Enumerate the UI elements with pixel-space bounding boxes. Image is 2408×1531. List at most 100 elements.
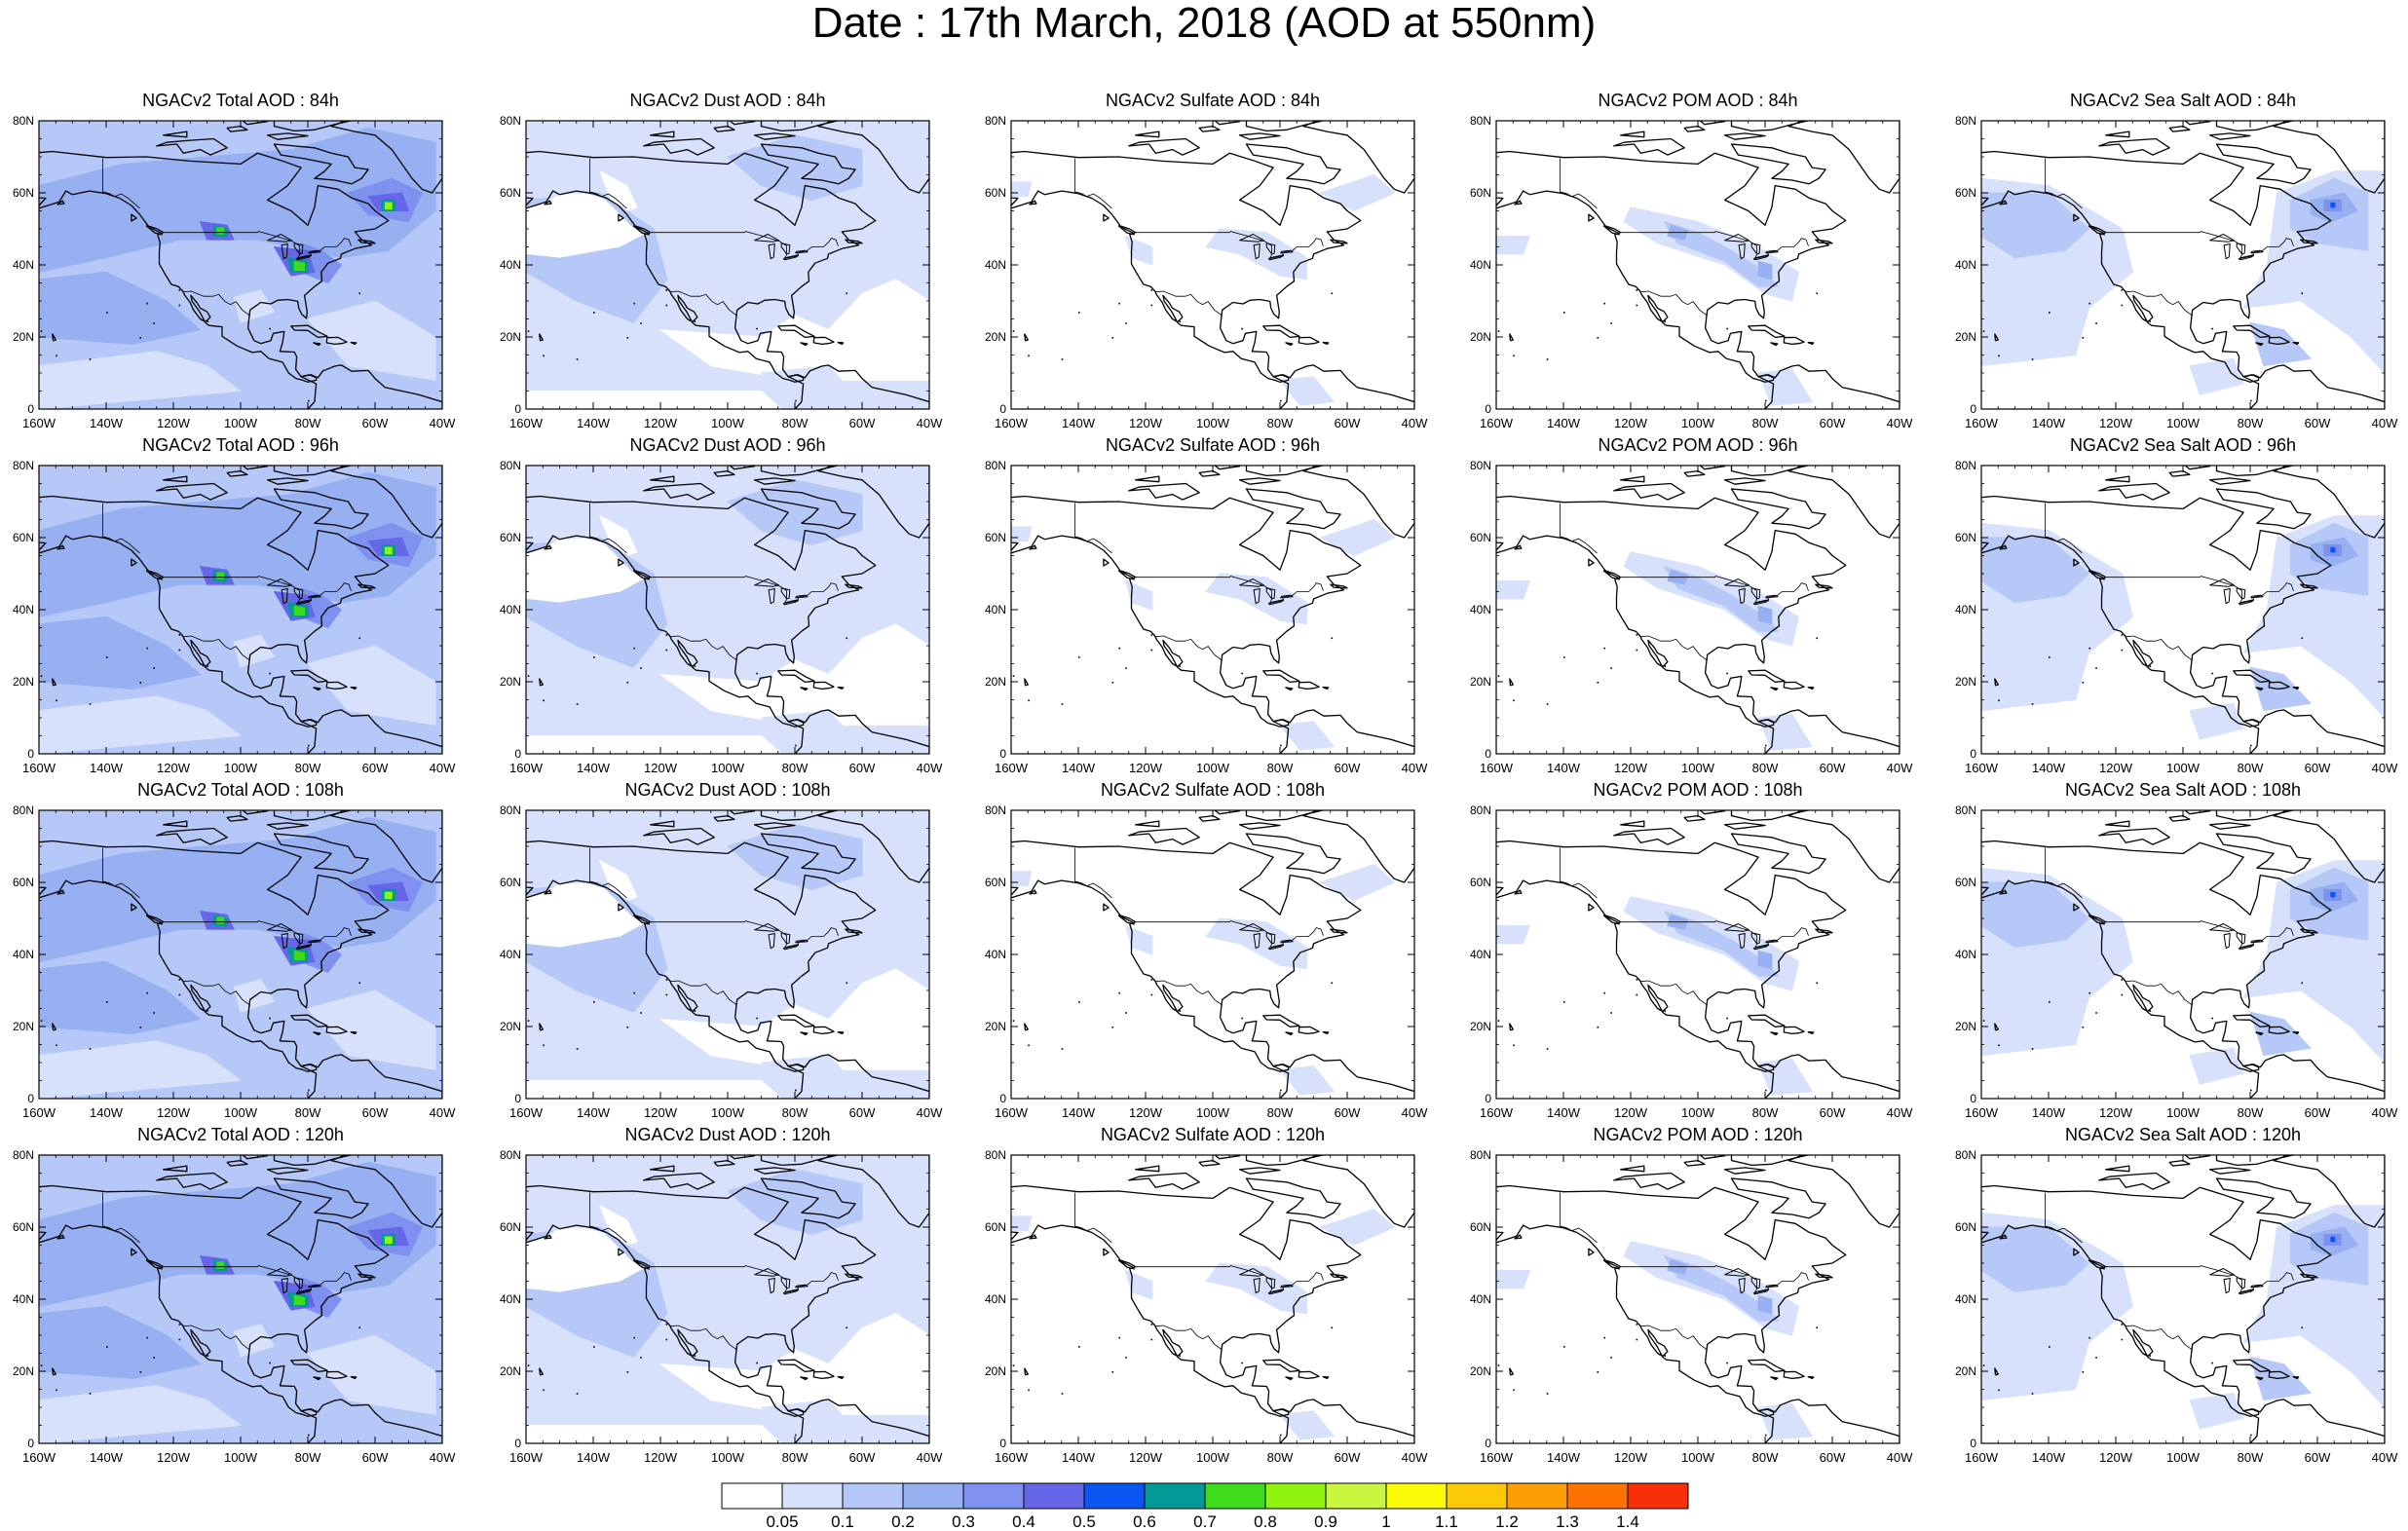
y-tick-label: 0 — [1970, 747, 1976, 761]
map-plot: 0 20N 40N 60N 80N 160W 140W 120W 100W 80W 60W 40W — [1955, 803, 2398, 1120]
x-tick-label: 40W — [430, 1105, 456, 1120]
map-axes: 0 20N 40N 60N 80N 160W 140W 120W 100W 80W 60W 40W — [500, 114, 943, 430]
x-tick-label: 100W — [711, 761, 745, 775]
y-tick-label: 20N — [1470, 675, 1491, 689]
map-axes: 0 20N 40N 60N 80N 160W 140W 120W 100W 80W 60W 40W — [1955, 459, 2398, 775]
y-tick-label: 80N — [1470, 1148, 1491, 1162]
x-tick-label: 120W — [1129, 1450, 1163, 1465]
panel-title: NGACv2 Sulfate AOD : 84h — [1105, 91, 1321, 110]
map-plot: 0 20N 40N 60N 80N 160W 140W 120W 100W 80W 60W 40W — [985, 803, 1428, 1120]
aod-contour-field — [1011, 810, 1414, 1099]
x-tick-label: 120W — [157, 416, 191, 430]
map-plot: 0 20N 40N 60N 80N 160W 140W 120W 100W 80W 60W 40W — [500, 803, 943, 1120]
x-tick-label: 140W — [2032, 416, 2066, 430]
x-tick-label: 160W — [1965, 416, 1999, 430]
map-axes: 0 20N 40N 60N 80N 160W 140W 120W 100W 80W 60W 40W — [13, 114, 456, 430]
map-plot: 0 20N 40N 60N 80N 160W 140W 120W 100W 80W 60W 40W — [500, 114, 943, 430]
x-tick-label: 60W — [2305, 1450, 2331, 1465]
y-tick-label: 80N — [13, 459, 34, 472]
x-tick-label: 80W — [2238, 1450, 2264, 1465]
map-panel-total-120h: NGACv2 Total AOD : 120h 0 20N 40N 60N 80N 160W… — [0, 1124, 481, 1467]
x-tick-label: 160W — [509, 1105, 544, 1120]
map-plot: 0 20N 40N 60N 80N 160W 140W 120W 100W 80W 60W 40W — [500, 459, 943, 775]
x-tick-label: 80W — [295, 1450, 321, 1465]
y-tick-label: 80N — [500, 114, 521, 128]
x-tick-label: 40W — [2372, 1450, 2398, 1465]
x-tick-label: 160W — [1965, 761, 1999, 775]
x-tick-label: 140W — [2032, 1105, 2066, 1120]
y-tick-label: 80N — [1955, 803, 1976, 817]
x-tick-label: 120W — [1129, 416, 1163, 430]
x-tick-label: 100W — [2166, 761, 2201, 775]
colorbar-swatch — [902, 1482, 964, 1510]
x-tick-label: 160W — [995, 1450, 1029, 1465]
x-tick-label: 60W — [2305, 761, 2331, 775]
x-tick-label: 140W — [1547, 1105, 1581, 1120]
panel-title: NGACv2 Sulfate AOD : 108h — [1100, 780, 1326, 800]
x-tick-label: 140W — [577, 1450, 611, 1465]
y-tick-label: 0 — [1485, 747, 1491, 761]
map-panel-seasalt-108h: NGACv2 Sea Salt AOD : 108h 0 20N 40N 60N 80N 1… — [1942, 779, 2408, 1122]
y-tick-label: 80N — [1470, 114, 1491, 128]
map-panel-pom-120h: NGACv2 POM AOD : 120h 0 20N 40N 60N 80N 160W 14… — [1457, 1124, 1938, 1467]
colorbar-label: 0.5 — [1072, 1512, 1096, 1529]
colorbar-label: 0.6 — [1133, 1512, 1156, 1529]
x-tick-label: 120W — [2099, 761, 2133, 775]
y-tick-label: 0 — [514, 747, 521, 761]
y-tick-label: 20N — [500, 1364, 521, 1378]
political-boundaries — [2045, 158, 2294, 317]
y-tick-label: 80N — [500, 1148, 521, 1162]
x-tick-label: 80W — [1752, 761, 1779, 775]
map-panel-seasalt-84h: NGACv2 Sea Salt AOD : 84h 0 20N 40N 60N 80N 16… — [1942, 90, 2408, 432]
map-plot: 0 20N 40N 60N 80N 160W 140W 120W 100W 80W 60W 40W — [500, 1148, 943, 1465]
map-axes: 0 20N 40N 60N 80N 160W 140W 120W 100W 80W 60W 40W — [500, 459, 943, 775]
y-tick-label: 20N — [1470, 1364, 1491, 1378]
x-tick-label: 120W — [1614, 1105, 1648, 1120]
y-tick-label: 40N — [985, 603, 1006, 616]
x-tick-label: 140W — [90, 761, 124, 775]
x-tick-label: 160W — [995, 416, 1029, 430]
y-tick-label: 0 — [514, 1092, 521, 1105]
y-tick-label: 60N — [500, 531, 521, 544]
y-tick-label: 0 — [1485, 1092, 1491, 1105]
map-panel-pom-96h: NGACv2 POM AOD : 96h 0 20N 40N 60N 80N 160W 140… — [1457, 434, 1938, 777]
map-panel-seasalt-120h: NGACv2 Sea Salt AOD : 120h 0 20N 40N 60N 80N 1… — [1942, 1124, 2408, 1467]
coastline-overlay — [1011, 466, 1414, 754]
y-tick-label: 40N — [500, 258, 521, 272]
x-tick-label: 60W — [849, 1450, 876, 1465]
aod-contour-field — [39, 810, 442, 1099]
x-tick-label: 140W — [1062, 416, 1096, 430]
y-tick-label: 0 — [999, 402, 1006, 416]
aod-contour-field — [39, 466, 442, 754]
map-axes: 0 20N 40N 60N 80N 160W 140W 120W 100W 80W 60W 40W — [985, 459, 1428, 775]
y-tick-label: 40N — [13, 1292, 34, 1306]
x-tick-label: 80W — [782, 1450, 809, 1465]
y-tick-label: 0 — [1970, 1437, 1976, 1450]
aod-contour-field — [1011, 1155, 1414, 1443]
x-tick-label: 40W — [1887, 416, 1913, 430]
y-tick-label: 20N — [1955, 1364, 1976, 1378]
colorbar-label: 0.05 — [766, 1512, 798, 1529]
y-tick-label: 0 — [514, 1437, 521, 1450]
y-tick-label: 80N — [1955, 459, 1976, 472]
coastline-overlay — [1981, 1155, 2385, 1443]
x-tick-label: 120W — [2099, 416, 2133, 430]
map-axes: 0 20N 40N 60N 80N 160W 140W 120W 100W 80W 60W 40W — [1470, 803, 1913, 1120]
y-tick-label: 0 — [1970, 402, 1976, 416]
y-tick-label: 80N — [1470, 459, 1491, 472]
x-tick-label: 100W — [1681, 416, 1715, 430]
aod-contour-field — [39, 121, 442, 409]
x-tick-label: 60W — [1820, 1450, 1846, 1465]
map-panel-sulfate-96h: NGACv2 Sulfate AOD : 96h 0 20N 40N 60N 80N 160… — [972, 434, 1453, 777]
map-plot: 0 20N 40N 60N 80N 160W 140W 120W 100W 80W 60W 40W — [13, 1148, 456, 1465]
coastline-overlay — [39, 810, 442, 1099]
aod-contour-field — [526, 810, 929, 1099]
x-tick-label: 60W — [1335, 761, 1361, 775]
y-tick-label: 40N — [985, 948, 1006, 961]
x-tick-label: 60W — [849, 416, 876, 430]
x-tick-label: 40W — [1887, 761, 1913, 775]
x-tick-label: 80W — [295, 1105, 321, 1120]
x-tick-label: 100W — [224, 1450, 258, 1465]
coastline-overlay — [526, 466, 929, 754]
map-axes: 0 20N 40N 60N 80N 160W 140W 120W 100W 80W 60W 40W — [13, 459, 456, 775]
